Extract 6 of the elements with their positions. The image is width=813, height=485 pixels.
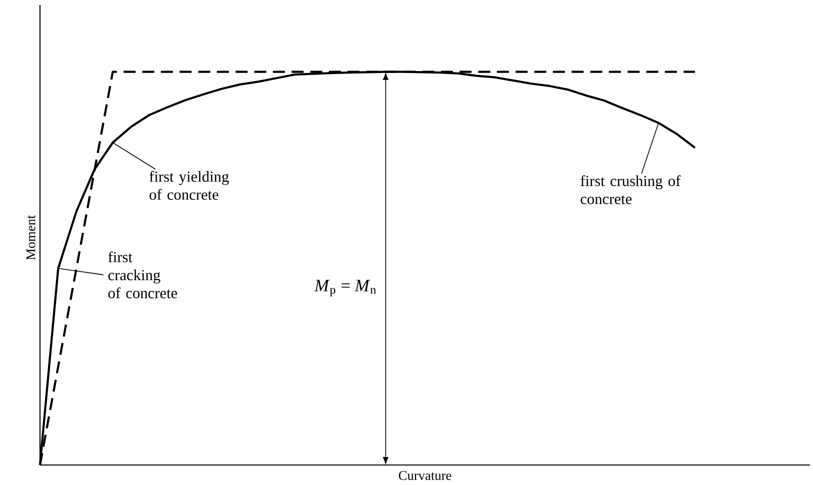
- annotation: M$_{p}$ = M$_{n}$: [314, 280, 376, 296]
- y-axis-title: Moment: [26, 215, 36, 260]
- annotation: first crushing of concrete: [580, 175, 681, 204]
- annotation: first cracking of concrete: [108, 251, 178, 298]
- annotation: first yielding of concrete: [150, 170, 229, 200]
- x-axis-title: Curvature: [398, 471, 452, 480]
